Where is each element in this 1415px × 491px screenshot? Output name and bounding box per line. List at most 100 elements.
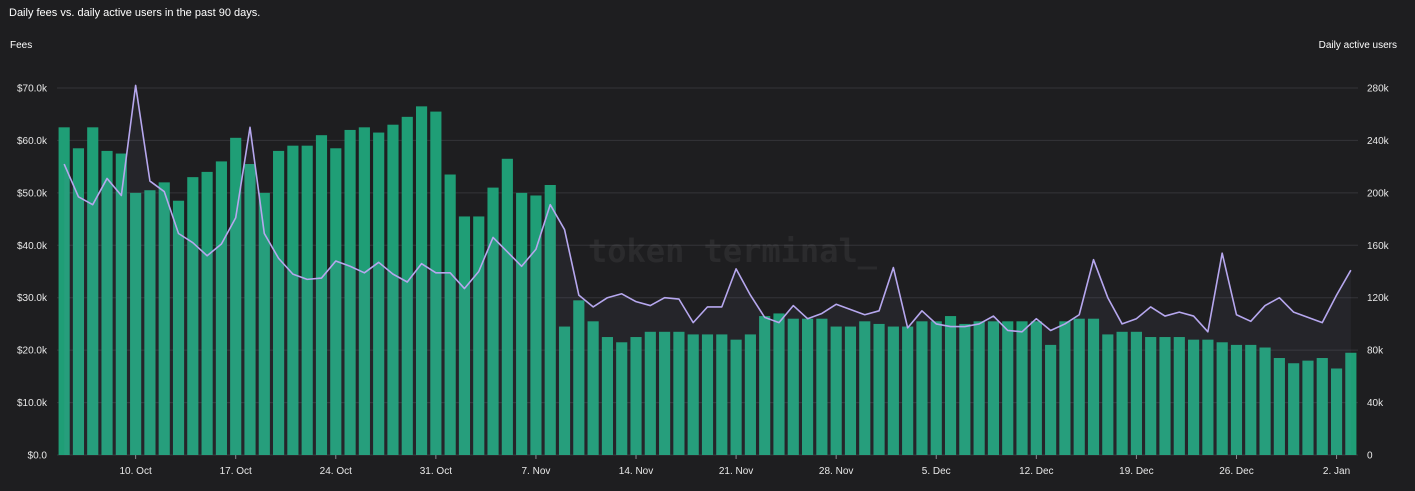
- left-tick-label: $30.0k: [17, 293, 48, 304]
- left-tick-label: $50.0k: [17, 188, 48, 199]
- fee-bar: [530, 195, 542, 456]
- right-tick-label: 80k: [1367, 346, 1384, 357]
- fee-bar: [373, 132, 385, 455]
- right-axis-title: Daily active users: [1318, 40, 1397, 51]
- fee-bar: [115, 153, 127, 456]
- fee-bar: [201, 171, 213, 455]
- fee-bar: [973, 321, 985, 455]
- left-tick-label: $40.0k: [17, 241, 48, 252]
- fee-bar: [1230, 344, 1243, 455]
- chart-title: Daily fees vs. daily active users in the…: [9, 7, 261, 19]
- users-area: [64, 85, 1351, 455]
- fee-bar: [1016, 321, 1028, 455]
- fee-bar: [187, 177, 199, 455]
- fee-bar: [930, 321, 942, 455]
- fee-bar: [87, 127, 99, 455]
- fee-bar: [830, 326, 842, 455]
- fee-bar: [1216, 342, 1228, 455]
- fee-bar: [1288, 363, 1300, 455]
- fee-bar: [1159, 337, 1171, 455]
- users-line: [63, 84, 1352, 333]
- fee-bar: [716, 334, 728, 455]
- fee-bar: [358, 127, 370, 455]
- fee-bar: [230, 137, 242, 455]
- fee-bar: [158, 182, 170, 455]
- x-tick-label: 19. Dec: [1119, 466, 1153, 477]
- fee-bar: [887, 326, 899, 455]
- fee-bar: [1273, 358, 1285, 455]
- x-tick-label: 21. Nov: [719, 466, 753, 477]
- fee-bar: [244, 164, 256, 455]
- fee-bar: [987, 321, 1000, 455]
- fee-bar: [501, 158, 513, 455]
- left-tick-label: $70.0k: [17, 84, 48, 95]
- right-tick-label: 0: [1367, 451, 1373, 462]
- fee-bar: [401, 116, 413, 455]
- x-tick-label: 10. Oct: [120, 466, 152, 477]
- left-tick-label: $20.0k: [17, 346, 48, 357]
- right-axis-ticks: 0 40k 80k 120k 160k 200k 240k 280k: [1367, 84, 1390, 462]
- fee-bar: [330, 148, 342, 456]
- left-tick-label: $60.0k: [17, 136, 48, 147]
- fee-bar: [415, 106, 428, 455]
- fee-bar: [816, 318, 828, 455]
- left-axis-title: Fees: [10, 40, 33, 51]
- right-tick-label: 200k: [1367, 188, 1390, 199]
- fee-bar: [273, 150, 285, 455]
- left-axis-ticks: $0.0 $10.0k $20.0k $30.0k $40.0k $50.0k $60.0k…: [17, 84, 48, 462]
- x-tick-label: 12. Dec: [1019, 466, 1053, 477]
- x-tick-label: 24. Oct: [320, 466, 352, 477]
- x-tick-label: 5. Dec: [922, 466, 951, 477]
- fee-bar: [1245, 344, 1257, 455]
- fee-bar: [644, 331, 656, 455]
- fee-bar: [58, 127, 70, 455]
- x-tick-label: 17. Oct: [220, 466, 252, 477]
- x-tick-label: 31. Oct: [420, 466, 452, 477]
- left-tick-label: $10.0k: [17, 398, 48, 409]
- right-tick-label: 40k: [1367, 398, 1384, 409]
- fee-bar: [787, 318, 799, 455]
- fee-bar: [287, 145, 299, 456]
- fee-bar: [315, 135, 328, 455]
- fee-bar: [430, 111, 442, 455]
- fee-bar: [558, 326, 571, 455]
- fee-bar: [659, 331, 671, 455]
- x-axis-ticks: 10. Oct 17. Oct 24. Oct 31. Oct 7. Nov 14. No…: [120, 455, 1350, 477]
- fee-bar: [1116, 331, 1128, 455]
- fee-bar: [573, 300, 585, 455]
- fee-bar: [730, 339, 742, 455]
- fee-bar: [844, 326, 857, 455]
- fee-bar: [130, 192, 142, 456]
- fee-bar: [344, 129, 356, 455]
- fee-bar: [387, 124, 399, 455]
- x-tick-label: 14. Nov: [619, 466, 653, 477]
- fee-bar: [72, 148, 85, 456]
- fee-bar: [458, 216, 471, 455]
- fee-bar: [1188, 339, 1200, 455]
- fee-bar: [773, 313, 785, 455]
- fee-bar: [1130, 331, 1142, 455]
- fee-bar: [673, 331, 685, 455]
- fee-bar: [1073, 318, 1085, 455]
- watermark-text: token terminal_: [588, 232, 878, 270]
- fee-bar: [687, 334, 699, 455]
- fee-bar: [601, 337, 613, 455]
- fee-bar: [1202, 339, 1214, 455]
- fee-bar: [873, 323, 885, 455]
- fee-bar: [487, 187, 499, 456]
- fee-bar: [944, 316, 957, 455]
- fee-bar: [630, 337, 642, 455]
- x-tick-label: 7. Nov: [521, 466, 550, 477]
- fee-bar: [1145, 337, 1157, 455]
- fee-bar: [258, 192, 270, 456]
- fee-bar: [802, 318, 814, 455]
- fee-bar: [616, 342, 628, 455]
- fee-bar: [902, 326, 914, 455]
- fee-bar: [1173, 337, 1185, 455]
- right-tick-label: 160k: [1367, 241, 1390, 252]
- fee-bar: [1330, 368, 1343, 455]
- right-tick-label: 240k: [1367, 136, 1390, 147]
- fee-bar: [516, 192, 528, 456]
- fee-bar: [544, 184, 556, 456]
